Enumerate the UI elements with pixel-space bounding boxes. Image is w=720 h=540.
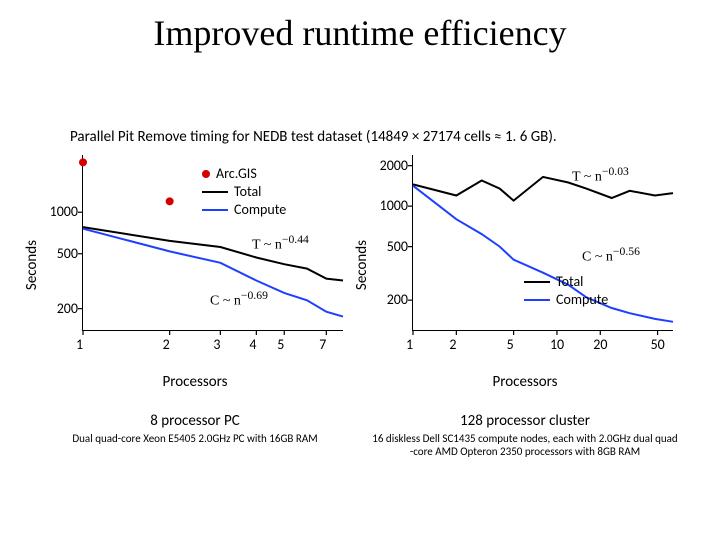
x-tick-label: 1: [406, 336, 413, 353]
x-tick-label: 5: [277, 336, 284, 353]
legend: Arc.GISTotalCompute: [202, 165, 286, 219]
legend-item: Total: [524, 273, 608, 291]
legend-line-icon: [524, 281, 550, 283]
caption-sub: Dual quad-core Xeon E5405 2.0GHz PC with…: [40, 432, 350, 445]
x-tick-label: 20: [593, 336, 607, 353]
x-tick-label: 1: [76, 336, 83, 353]
caption-title: 8 processor PC: [40, 412, 350, 430]
legend-item: Arc.GIS: [202, 165, 286, 183]
x-tick-label: 5: [507, 336, 514, 353]
y-tick-label: 1000: [40, 203, 78, 220]
legend-line-icon: [524, 299, 550, 301]
y-axis-label: Seconds: [23, 240, 41, 290]
x-tick-label: 3: [213, 336, 220, 353]
y-tick-label: 2000: [370, 157, 408, 174]
chart-annotation: C ~ n−0.69: [210, 289, 268, 310]
subtitle: Parallel Pit Remove timing for NEDB test…: [70, 128, 670, 146]
right-caption: 128 processor cluster 16 diskless Dell S…: [370, 412, 680, 458]
x-tick-label: 4: [249, 336, 256, 353]
legend: TotalCompute: [524, 273, 608, 309]
x-tick-label: 10: [550, 336, 564, 353]
caption-title: 128 processor cluster: [370, 412, 680, 430]
caption-sub: 16 diskless Dell SC1435 compute nodes, e…: [370, 432, 680, 458]
charts-row: Seconds Processors 1234572005001000Arc.G…: [40, 155, 680, 385]
captions-row: 8 processor PC Dual quad-core Xeon E5405…: [40, 412, 680, 458]
x-tick-label: 2: [449, 336, 456, 353]
legend-label: Total: [234, 183, 261, 201]
y-tick-label: 1000: [370, 197, 408, 214]
page-title: Improved runtime efficiency: [0, 12, 720, 54]
chart-annotation: T ~ n−0.44: [252, 233, 309, 254]
y-axis-label: Seconds: [353, 240, 371, 290]
x-axis-label: Processors: [40, 373, 350, 391]
chart-annotation: C ~ n−0.56: [582, 245, 640, 266]
x-tick-label: 50: [651, 336, 665, 353]
legend-label: Compute: [234, 201, 286, 219]
y-tick-label: 200: [370, 291, 408, 308]
y-tick-label: 500: [40, 245, 78, 262]
legend-line-icon: [202, 209, 228, 211]
legend-dot-icon: [202, 170, 210, 178]
slide: Improved runtime efficiency Parallel Pit…: [0, 0, 720, 540]
x-tick-label: 7: [319, 336, 326, 353]
y-tick-label: 500: [370, 238, 408, 255]
left-caption: 8 processor PC Dual quad-core Xeon E5405…: [40, 412, 350, 458]
x-tick-label: 2: [163, 336, 170, 353]
legend-item: Total: [202, 183, 286, 201]
chart-annotation: T ~ n−0.03: [572, 165, 629, 186]
legend-item: Compute: [202, 201, 286, 219]
legend-label: Compute: [556, 291, 608, 309]
y-tick-label: 200: [40, 300, 78, 317]
legend-label: Total: [556, 273, 583, 291]
legend-label: Arc.GIS: [216, 165, 257, 183]
legend-item: Compute: [524, 291, 608, 309]
left-chart: Seconds Processors 1234572005001000Arc.G…: [40, 155, 350, 385]
right-chart: Seconds Processors 125102050200500100020…: [370, 155, 680, 385]
x-axis-label: Processors: [370, 373, 680, 391]
legend-line-icon: [202, 191, 228, 193]
